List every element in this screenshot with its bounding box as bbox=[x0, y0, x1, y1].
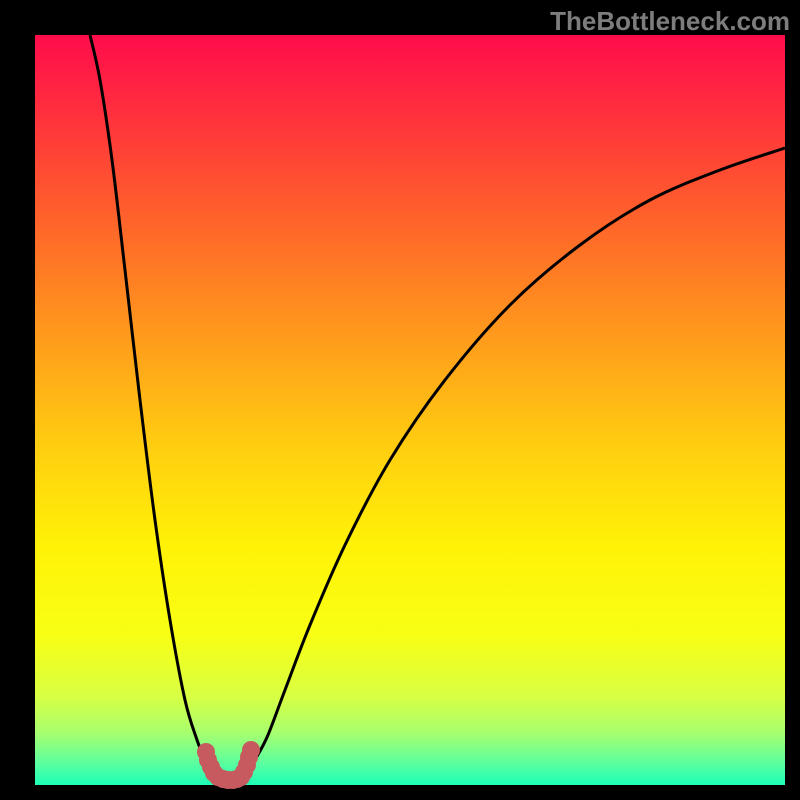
plot-gradient-area bbox=[35, 35, 785, 785]
watermark-text: TheBottleneck.com bbox=[0, 6, 800, 37]
